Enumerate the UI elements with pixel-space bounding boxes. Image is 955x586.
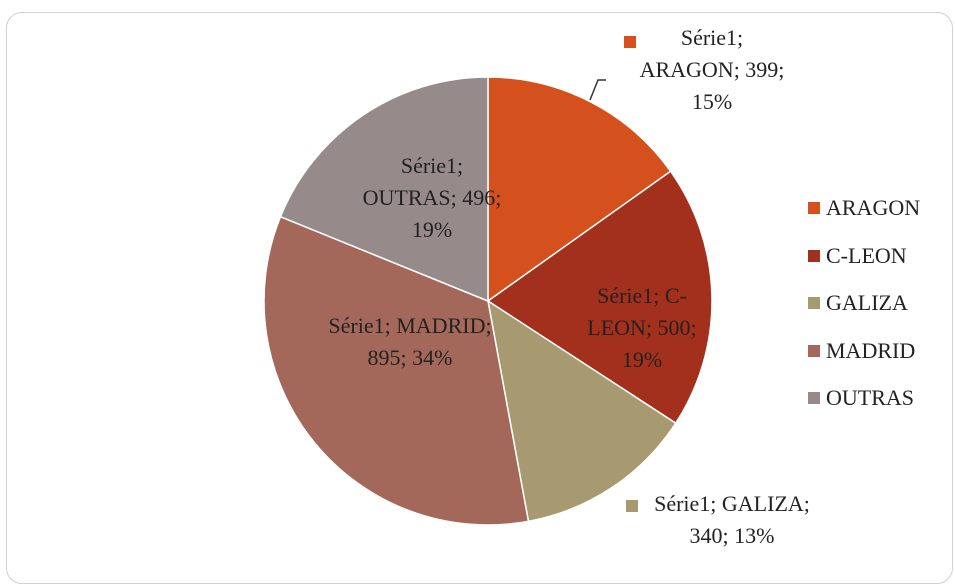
data-label: Série1; ARAGON; 399; 15% [639,25,785,114]
pie-slice [263,215,530,526]
leader-line [589,79,606,101]
label-key [624,36,636,48]
legend-swatch [808,392,820,404]
legend-label: ARAGON [826,195,921,220]
legend-label: C-LEON [826,242,907,268]
legend-label: OUTRAS [826,385,915,410]
legend-swatch [808,344,820,357]
legend-swatch [808,202,820,214]
pie-slice [486,299,677,523]
data-label: Série1; OUTRAS; 496; 19% [362,153,502,242]
pie-slice [486,170,713,425]
label-key [626,500,638,512]
data-label: Série1; GALIZA; 340; 13% [654,491,810,548]
pie-slice [279,76,489,303]
legend-label: MADRID [826,337,916,363]
pie-slice [487,76,672,303]
legend-swatch [808,297,820,309]
legend-swatch [808,249,820,262]
legend-label: GALIZA [826,290,908,315]
data-label: Série1; C-LEON; 500; 19% [587,283,697,372]
data-label: Série1; MADRID; 895; 34% [328,313,492,370]
